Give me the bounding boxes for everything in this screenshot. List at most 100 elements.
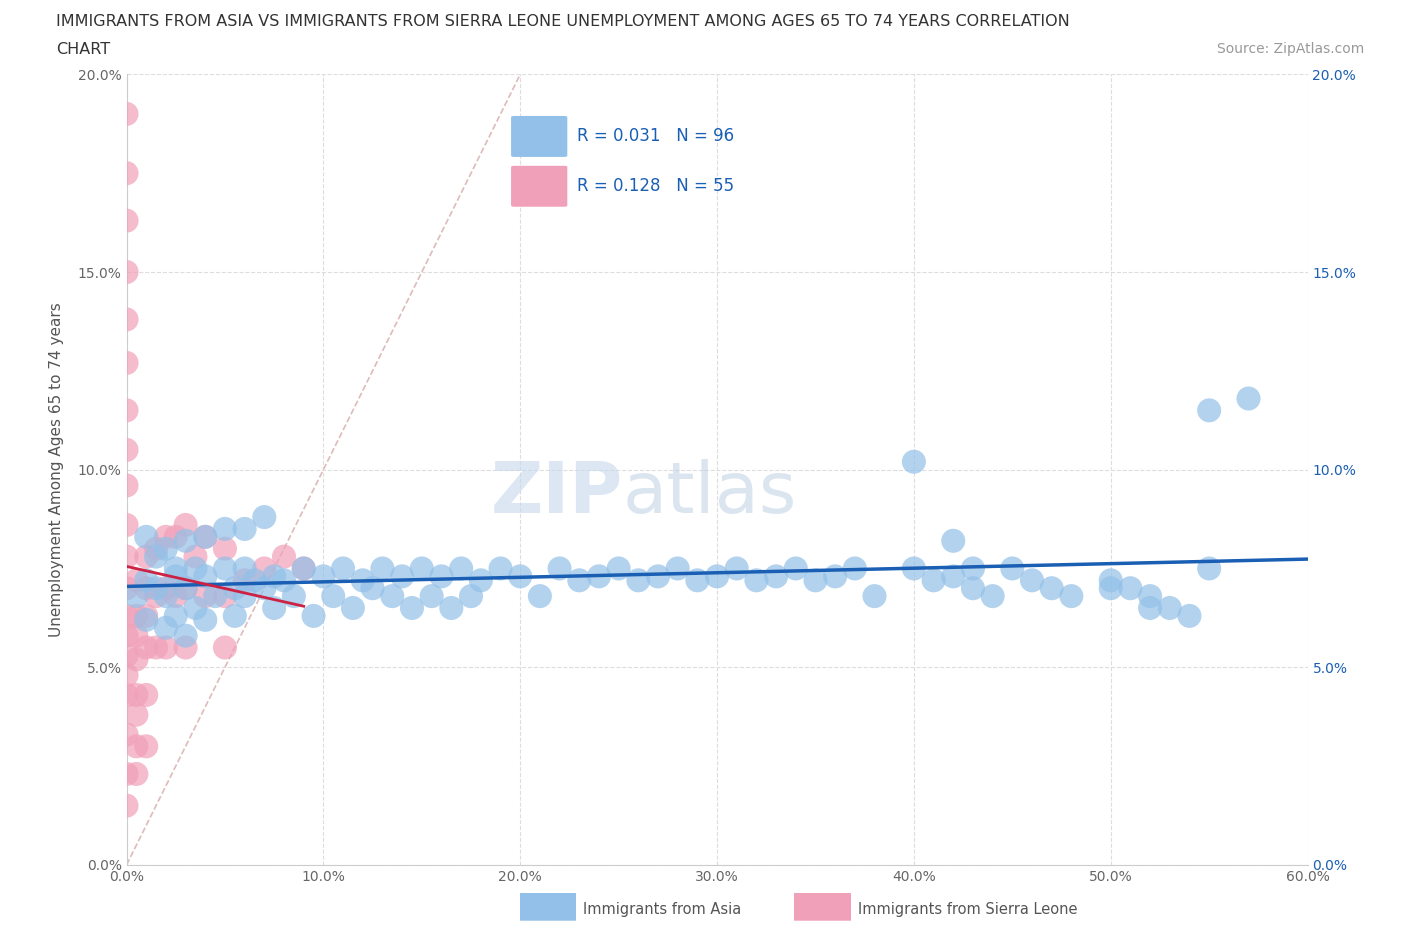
Point xyxy=(460,589,482,604)
Point xyxy=(863,589,886,604)
Point xyxy=(155,580,177,596)
Point xyxy=(489,561,512,576)
Point xyxy=(125,738,148,753)
Point xyxy=(125,589,148,604)
Text: IMMIGRANTS FROM ASIA VS IMMIGRANTS FROM SIERRA LEONE UNEMPLOYMENT AMONG AGES 65 : IMMIGRANTS FROM ASIA VS IMMIGRANTS FROM … xyxy=(56,14,1070,29)
Point xyxy=(1099,580,1122,596)
Point xyxy=(981,589,1004,604)
Point xyxy=(263,569,285,584)
Point xyxy=(145,580,167,596)
Point xyxy=(627,573,650,588)
Point xyxy=(194,529,217,544)
Point xyxy=(165,561,187,576)
Point xyxy=(263,601,285,616)
Point xyxy=(1021,573,1043,588)
FancyBboxPatch shape xyxy=(517,893,579,921)
Point xyxy=(194,529,217,544)
Point xyxy=(214,640,236,655)
Point xyxy=(322,589,344,604)
Point xyxy=(922,573,945,588)
Point xyxy=(115,443,138,458)
Point xyxy=(352,573,374,588)
Point xyxy=(1060,589,1083,604)
Point xyxy=(115,166,138,180)
Point xyxy=(115,355,138,370)
Point xyxy=(1040,580,1063,596)
Point xyxy=(165,569,187,584)
Point xyxy=(233,573,256,588)
Point xyxy=(283,589,305,604)
Point xyxy=(745,573,768,588)
Point xyxy=(273,573,295,588)
Point xyxy=(125,687,148,702)
Point xyxy=(302,608,325,623)
Point xyxy=(588,569,610,584)
Point xyxy=(361,580,384,596)
Point xyxy=(332,561,354,576)
FancyBboxPatch shape xyxy=(792,893,853,921)
Point xyxy=(509,569,531,584)
Point xyxy=(135,580,157,596)
Point xyxy=(529,589,551,604)
Point xyxy=(115,312,138,327)
Point xyxy=(125,708,148,723)
Point xyxy=(371,561,394,576)
Point xyxy=(1159,601,1181,616)
Point xyxy=(942,569,965,584)
Text: Source: ZipAtlas.com: Source: ZipAtlas.com xyxy=(1216,42,1364,56)
Point xyxy=(824,569,846,584)
Point xyxy=(962,561,984,576)
Point xyxy=(115,549,138,564)
Point xyxy=(1139,601,1161,616)
Point xyxy=(145,541,167,556)
Point xyxy=(785,561,807,576)
Point xyxy=(125,573,148,588)
Point xyxy=(391,569,413,584)
Point xyxy=(165,529,187,544)
Point xyxy=(725,561,748,576)
Point xyxy=(115,727,138,742)
Point xyxy=(903,455,925,470)
Point xyxy=(115,264,138,279)
Point xyxy=(174,640,197,655)
Point xyxy=(224,608,246,623)
Point xyxy=(1099,573,1122,588)
Point xyxy=(420,589,443,604)
Point xyxy=(115,580,138,596)
Point xyxy=(214,561,236,576)
Point xyxy=(135,640,157,655)
Point xyxy=(115,517,138,532)
Point xyxy=(440,601,463,616)
Point xyxy=(135,549,157,564)
Point xyxy=(115,648,138,663)
Point xyxy=(165,608,187,623)
Point xyxy=(686,573,709,588)
Point xyxy=(115,478,138,493)
Y-axis label: Unemployment Among Ages 65 to 74 years: Unemployment Among Ages 65 to 74 years xyxy=(49,302,63,637)
Point xyxy=(253,580,276,596)
Point xyxy=(253,510,276,525)
Point xyxy=(381,589,404,604)
Text: atlas: atlas xyxy=(623,458,797,528)
Point xyxy=(115,668,138,683)
Point xyxy=(115,629,138,644)
Point xyxy=(174,629,197,644)
Point xyxy=(1139,589,1161,604)
Point xyxy=(273,549,295,564)
Point xyxy=(903,561,925,576)
Point xyxy=(115,107,138,122)
Point xyxy=(804,573,827,588)
Point xyxy=(292,561,315,576)
Point xyxy=(450,561,472,576)
Point xyxy=(115,798,138,813)
Point xyxy=(194,613,217,628)
Point xyxy=(233,561,256,576)
Point xyxy=(1237,391,1260,405)
Point xyxy=(165,589,187,604)
Point xyxy=(607,561,630,576)
Point xyxy=(568,573,591,588)
Text: ZIP: ZIP xyxy=(491,458,623,528)
Point xyxy=(174,534,197,549)
Point xyxy=(253,561,276,576)
Point xyxy=(224,580,246,596)
